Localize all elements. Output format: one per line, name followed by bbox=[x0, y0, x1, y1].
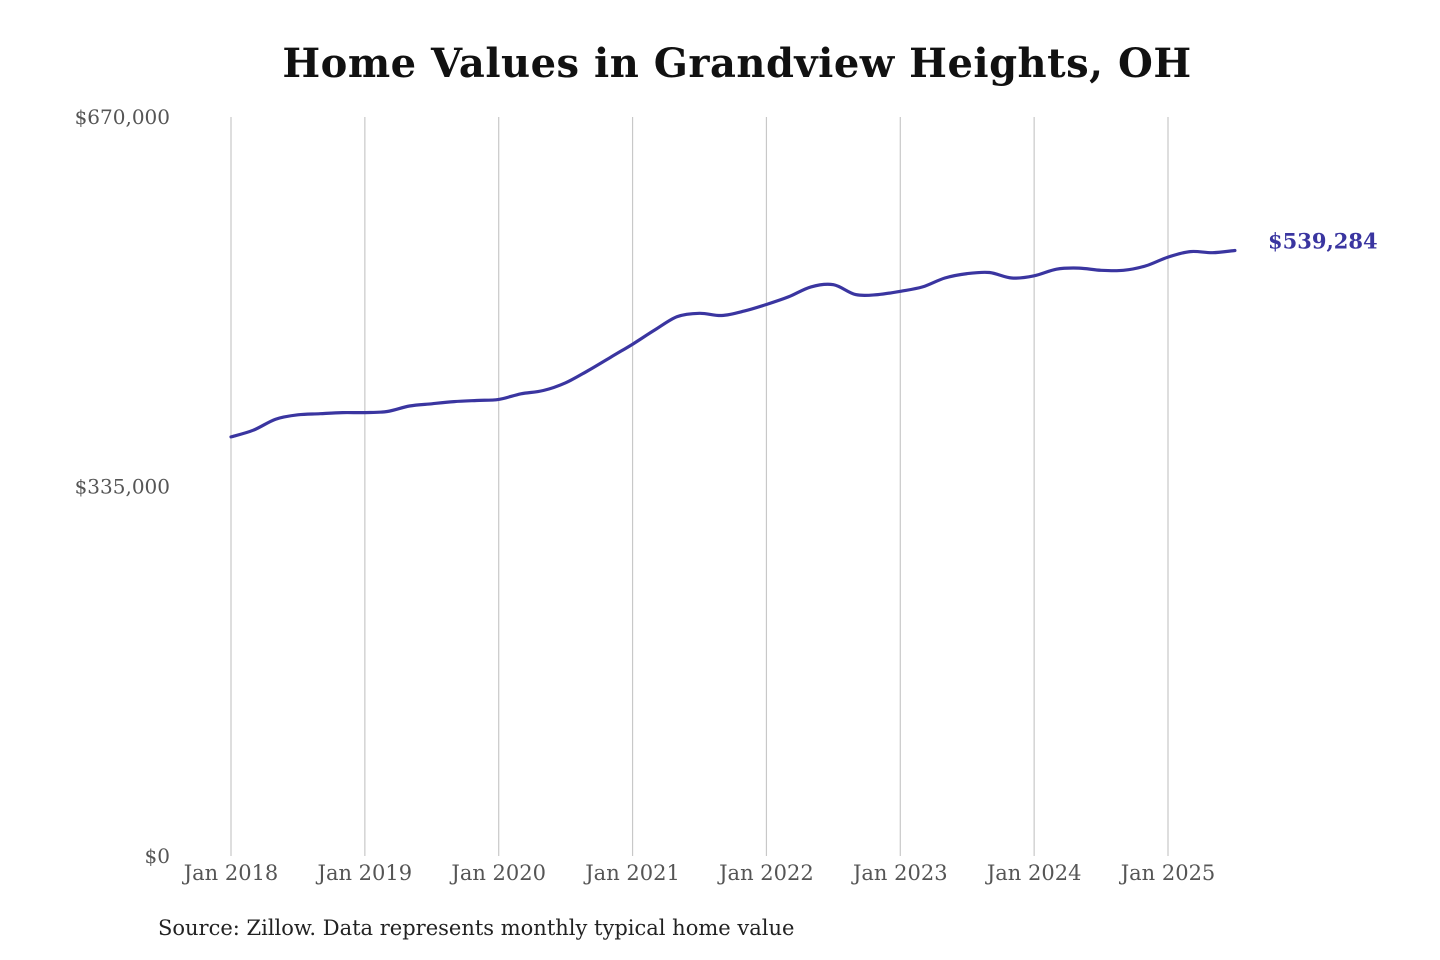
series-lines bbox=[229, 248, 1237, 439]
x-tick-label: Jan 2025 bbox=[1119, 861, 1216, 885]
x-tick-label: Jan 2021 bbox=[583, 861, 680, 885]
x-tick-label: Jan 2019 bbox=[316, 861, 413, 885]
y-axis-ticks: $0 $335,000 $670,000 bbox=[75, 105, 170, 868]
source-note: Source: Zillow. Data represents monthly … bbox=[158, 916, 795, 940]
x-tick-label: Jan 2024 bbox=[985, 861, 1082, 885]
series-line bbox=[229, 248, 1237, 439]
x-tick-label: Jan 2023 bbox=[851, 861, 948, 885]
x-tick-label: Jan 2020 bbox=[449, 861, 546, 885]
x-gridlines bbox=[230, 117, 1169, 856]
y-tick-label: $0 bbox=[145, 844, 170, 868]
chart-title: Home Values in Grandview Heights, OH bbox=[282, 40, 1192, 87]
x-axis-ticks: Jan 2018 Jan 2019 Jan 2020 Jan 2021 Jan 2022… bbox=[182, 861, 1216, 885]
x-tick-label: Jan 2022 bbox=[717, 861, 814, 885]
y-tick-label: $670,000 bbox=[75, 105, 170, 129]
y-tick-label: $335,000 bbox=[75, 475, 170, 499]
chart-plot: $0$335,000$670,000 Jan 2018 Jan 2019 Jan 2… bbox=[75, 105, 1378, 885]
end-value-label: $539,284 bbox=[1268, 228, 1378, 253]
end-value-labels: $539,284 bbox=[1268, 228, 1378, 253]
x-tick-label: Jan 2018 bbox=[182, 861, 279, 885]
